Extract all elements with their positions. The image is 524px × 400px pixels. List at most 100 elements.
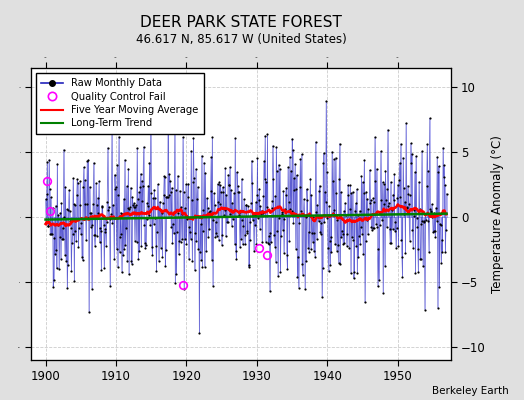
Point bbox=[324, 245, 332, 251]
Point bbox=[187, 236, 195, 242]
Point bbox=[432, 204, 440, 211]
Point bbox=[422, 183, 431, 190]
Point bbox=[177, 204, 185, 210]
Point bbox=[128, 194, 137, 200]
Point bbox=[158, 210, 166, 217]
Title: 46.617 N, 85.617 W (United States): 46.617 N, 85.617 W (United States) bbox=[136, 33, 346, 46]
Point bbox=[63, 285, 71, 291]
Point bbox=[150, 195, 159, 202]
Point bbox=[257, 207, 266, 214]
Point bbox=[51, 202, 60, 209]
Point bbox=[389, 192, 397, 198]
Point bbox=[280, 216, 289, 222]
Point bbox=[378, 179, 387, 185]
Point bbox=[388, 226, 397, 233]
Point bbox=[400, 211, 408, 217]
Point bbox=[220, 212, 228, 218]
Point bbox=[263, 204, 271, 210]
Point bbox=[243, 230, 251, 236]
Point bbox=[375, 222, 384, 228]
Point bbox=[428, 201, 436, 208]
Point bbox=[188, 197, 196, 204]
Point bbox=[381, 263, 389, 269]
Point bbox=[361, 299, 369, 306]
Point bbox=[376, 208, 385, 215]
Point bbox=[357, 223, 365, 230]
Point bbox=[231, 135, 239, 142]
Point bbox=[60, 214, 69, 221]
Point bbox=[239, 223, 247, 229]
Point bbox=[313, 236, 321, 242]
Point bbox=[97, 266, 105, 273]
Point bbox=[333, 217, 342, 223]
Point bbox=[248, 180, 256, 186]
Point bbox=[71, 228, 80, 234]
Point bbox=[101, 226, 110, 232]
Point bbox=[373, 166, 381, 172]
Point bbox=[247, 157, 256, 164]
Point bbox=[367, 197, 375, 203]
Point bbox=[326, 262, 334, 268]
Legend: Raw Monthly Data, Quality Control Fail, Five Year Moving Average, Long-Term Tren: Raw Monthly Data, Quality Control Fail, … bbox=[37, 73, 204, 134]
Point bbox=[99, 213, 107, 220]
Point bbox=[360, 157, 368, 163]
Point bbox=[331, 154, 340, 161]
Point bbox=[392, 244, 400, 251]
Point bbox=[156, 198, 164, 205]
Point bbox=[307, 246, 315, 252]
Point bbox=[162, 194, 171, 200]
Point bbox=[168, 185, 176, 191]
Point bbox=[129, 202, 137, 208]
Point bbox=[407, 140, 415, 147]
Point bbox=[194, 246, 202, 252]
Point bbox=[235, 212, 244, 218]
Point bbox=[214, 198, 222, 205]
Point bbox=[287, 168, 295, 174]
Point bbox=[410, 206, 419, 213]
Point bbox=[57, 256, 65, 262]
Point bbox=[241, 232, 249, 238]
Point bbox=[210, 190, 218, 196]
Point bbox=[253, 155, 261, 162]
Point bbox=[340, 240, 348, 246]
Point bbox=[399, 154, 407, 161]
Point bbox=[294, 284, 303, 291]
Point bbox=[263, 131, 271, 138]
Point bbox=[423, 168, 432, 174]
Point bbox=[89, 221, 97, 228]
Point bbox=[178, 236, 187, 242]
Point bbox=[111, 172, 119, 178]
Point bbox=[266, 230, 275, 236]
Point bbox=[439, 144, 447, 151]
Point bbox=[301, 285, 309, 292]
Point bbox=[80, 216, 89, 222]
Point bbox=[398, 254, 406, 260]
Point bbox=[320, 219, 329, 225]
Point bbox=[108, 124, 116, 130]
Point bbox=[365, 215, 373, 221]
Point bbox=[74, 244, 83, 250]
Point bbox=[353, 186, 361, 193]
Point bbox=[48, 231, 56, 237]
Point bbox=[179, 189, 188, 195]
Point bbox=[61, 184, 70, 190]
Point bbox=[305, 212, 314, 219]
Point bbox=[413, 224, 421, 230]
Point bbox=[402, 204, 411, 210]
Point bbox=[372, 178, 380, 184]
Point bbox=[87, 210, 95, 216]
Point bbox=[209, 282, 217, 289]
Point bbox=[262, 179, 270, 186]
Point bbox=[250, 212, 259, 218]
Point bbox=[255, 186, 264, 192]
Point bbox=[215, 179, 224, 185]
Point bbox=[309, 214, 318, 220]
Point bbox=[314, 214, 322, 220]
Point bbox=[172, 187, 180, 194]
Point bbox=[304, 229, 313, 235]
Point bbox=[108, 220, 117, 226]
Point bbox=[381, 168, 390, 174]
Point bbox=[158, 254, 167, 260]
Point bbox=[207, 154, 215, 160]
Point bbox=[344, 191, 353, 198]
